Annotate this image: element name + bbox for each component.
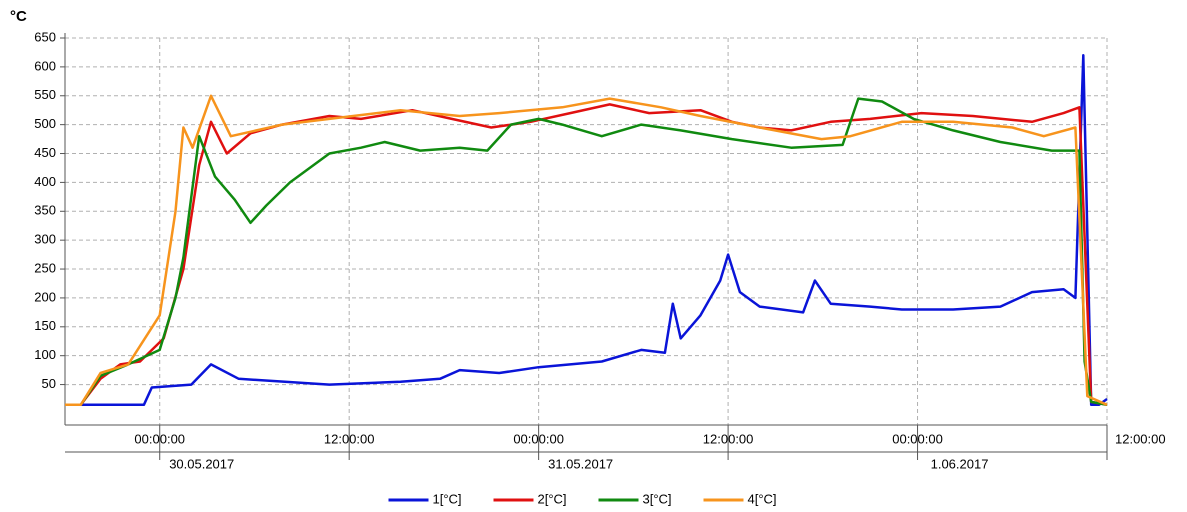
y-tick-label: 450 bbox=[34, 145, 56, 160]
y-tick-label: 100 bbox=[34, 347, 56, 362]
x-tick-label: 00:00:00 bbox=[513, 431, 564, 446]
legend-label: 3[°C] bbox=[643, 491, 672, 506]
y-tick-label: 500 bbox=[34, 116, 56, 131]
legend-label: 1[°C] bbox=[433, 491, 462, 506]
y-tick-label: 600 bbox=[34, 58, 56, 73]
x-tick-label: 12:00:00 bbox=[1115, 431, 1166, 446]
y-tick-label: 300 bbox=[34, 232, 56, 247]
y-tick-label: 200 bbox=[34, 289, 56, 304]
legend-label: 2[°C] bbox=[538, 491, 567, 506]
y-tick-label: 550 bbox=[34, 87, 56, 102]
x-tick-label: 00:00:00 bbox=[892, 431, 943, 446]
y-tick-label: 650 bbox=[34, 29, 56, 44]
y-tick-label: 50 bbox=[42, 376, 56, 391]
x-tick-label: 12:00:00 bbox=[324, 431, 375, 446]
x-tick-label: 12:00:00 bbox=[703, 431, 754, 446]
series-line bbox=[65, 103, 1108, 407]
series-line bbox=[65, 97, 1108, 407]
y-tick-label: 250 bbox=[34, 260, 56, 275]
y-tick-label: 150 bbox=[34, 318, 56, 333]
y-tick-label: 350 bbox=[34, 203, 56, 218]
y-tick-label: 400 bbox=[34, 174, 56, 189]
series-line bbox=[65, 54, 1108, 407]
legend-label: 4[°C] bbox=[748, 491, 777, 506]
series-line bbox=[65, 94, 1108, 407]
y-unit: °C bbox=[10, 8, 27, 25]
x-date-label: 30.05.2017 bbox=[169, 456, 234, 471]
x-date-label: 31.05.2017 bbox=[548, 456, 613, 471]
x-date-label: 1.06.2017 bbox=[931, 456, 989, 471]
x-tick-label: 00:00:00 bbox=[134, 431, 185, 446]
